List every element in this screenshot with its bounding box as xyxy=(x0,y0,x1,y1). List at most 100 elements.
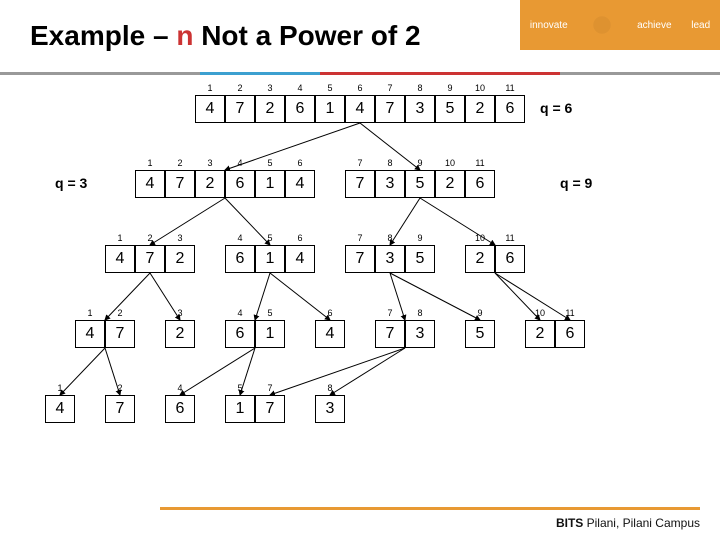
array-cell: 5 xyxy=(435,95,465,123)
gear-icon xyxy=(587,10,617,40)
array-cell: 7 xyxy=(375,95,405,123)
gap-spacer xyxy=(285,395,315,423)
gap-spacer xyxy=(135,395,165,423)
array-cell: 4 xyxy=(135,170,165,198)
array-cell: 4 xyxy=(315,320,345,348)
index-label: 7 xyxy=(345,233,375,243)
index-label: 11 xyxy=(495,233,525,243)
array-cell: 5 xyxy=(405,170,435,198)
banner-word-2: achieve xyxy=(637,20,671,31)
index-label: 7 xyxy=(345,158,375,168)
array-cell: 2 xyxy=(165,320,195,348)
index-label: 8 xyxy=(405,308,435,318)
array-cell: 3 xyxy=(375,245,405,273)
index-label: 5 xyxy=(315,83,345,93)
index-label: 4 xyxy=(165,383,195,393)
gap-spacer xyxy=(195,395,225,423)
accent-rule xyxy=(0,72,720,75)
index-label: 2 xyxy=(105,308,135,318)
index-label: 10 xyxy=(435,158,465,168)
index-label: 10 xyxy=(465,233,495,243)
array-cell: 5 xyxy=(405,245,435,273)
index-label: 9 xyxy=(405,233,435,243)
array-cell: 6 xyxy=(225,245,255,273)
index-label: 1 xyxy=(105,233,135,243)
gap-spacer xyxy=(195,245,225,273)
label-q6: q = 6 xyxy=(540,100,572,116)
top-banner: innovate achieve lead xyxy=(520,0,720,50)
index-label: 7 xyxy=(375,83,405,93)
array-cell: 7 xyxy=(105,320,135,348)
index-label: 8 xyxy=(375,233,405,243)
index-label: 11 xyxy=(495,83,525,93)
banner-word-1: innovate xyxy=(530,20,568,31)
title-n: n xyxy=(176,20,193,51)
index-label: 5 xyxy=(255,308,285,318)
index-label: 6 xyxy=(285,158,315,168)
index-label: 10 xyxy=(525,308,555,318)
page-title: Example – n Not a Power of 2 xyxy=(30,20,421,52)
array-cell: 2 xyxy=(195,170,225,198)
array-row: 47261473526 xyxy=(75,320,585,348)
gap-spacer xyxy=(195,320,225,348)
index-label: 5 xyxy=(255,158,285,168)
array-cell: 7 xyxy=(375,320,405,348)
index-label: 5 xyxy=(225,383,255,393)
array-cell: 2 xyxy=(525,320,555,348)
index-label: 2 xyxy=(135,233,165,243)
gap-spacer xyxy=(75,395,105,423)
gap-spacer xyxy=(315,245,345,273)
index-label: 8 xyxy=(375,158,405,168)
array-cell: 6 xyxy=(225,170,255,198)
index-label: 3 xyxy=(165,233,195,243)
title-suffix: Not a Power of 2 xyxy=(193,20,420,51)
array-row: 47261473526 xyxy=(135,170,495,198)
index-label: 9 xyxy=(405,158,435,168)
index-label: 9 xyxy=(465,308,495,318)
index-label: 5 xyxy=(255,233,285,243)
array-cell: 4 xyxy=(195,95,225,123)
title-prefix: Example – xyxy=(30,20,176,51)
array-cell: 7 xyxy=(345,245,375,273)
array-cell: 6 xyxy=(465,170,495,198)
array-row: 476173 xyxy=(45,395,375,423)
array-cell: 7 xyxy=(345,170,375,198)
gap-spacer xyxy=(315,170,345,198)
array-cell: 3 xyxy=(405,95,435,123)
array-cell: 7 xyxy=(255,395,285,423)
array-cell: 6 xyxy=(225,320,255,348)
index-label: 2 xyxy=(165,158,195,168)
array-cell: 4 xyxy=(285,245,315,273)
array-cell: 2 xyxy=(465,95,495,123)
index-label: 9 xyxy=(435,83,465,93)
array-cell: 4 xyxy=(45,395,75,423)
array-cell: 1 xyxy=(255,245,285,273)
gap-spacer xyxy=(345,320,375,348)
footer-rule xyxy=(160,507,700,510)
label-q9: q = 9 xyxy=(560,175,592,191)
index-label: 11 xyxy=(555,308,585,318)
index-label: 1 xyxy=(75,308,105,318)
array-cell: 1 xyxy=(315,95,345,123)
index-label: 6 xyxy=(285,233,315,243)
index-label: 3 xyxy=(165,308,195,318)
array-cell: 3 xyxy=(315,395,345,423)
index-label: 6 xyxy=(345,83,375,93)
array-cell: 2 xyxy=(255,95,285,123)
index-label: 6 xyxy=(315,308,345,318)
index-label: 1 xyxy=(135,158,165,168)
array-cell: 6 xyxy=(555,320,585,348)
index-label: 2 xyxy=(105,383,135,393)
array-cell: 6 xyxy=(165,395,195,423)
gap-spacer xyxy=(435,245,465,273)
array-cell: 4 xyxy=(345,95,375,123)
array-cell: 6 xyxy=(285,95,315,123)
gap-spacer xyxy=(135,320,165,348)
array-cell: 1 xyxy=(255,320,285,348)
index-label: 1 xyxy=(45,383,75,393)
array-cell: 4 xyxy=(75,320,105,348)
gap-spacer xyxy=(435,320,465,348)
array-cell: 6 xyxy=(495,245,525,273)
array-cell: 2 xyxy=(465,245,495,273)
footer-text: BITS Pilani, Pilani Campus xyxy=(556,516,700,530)
